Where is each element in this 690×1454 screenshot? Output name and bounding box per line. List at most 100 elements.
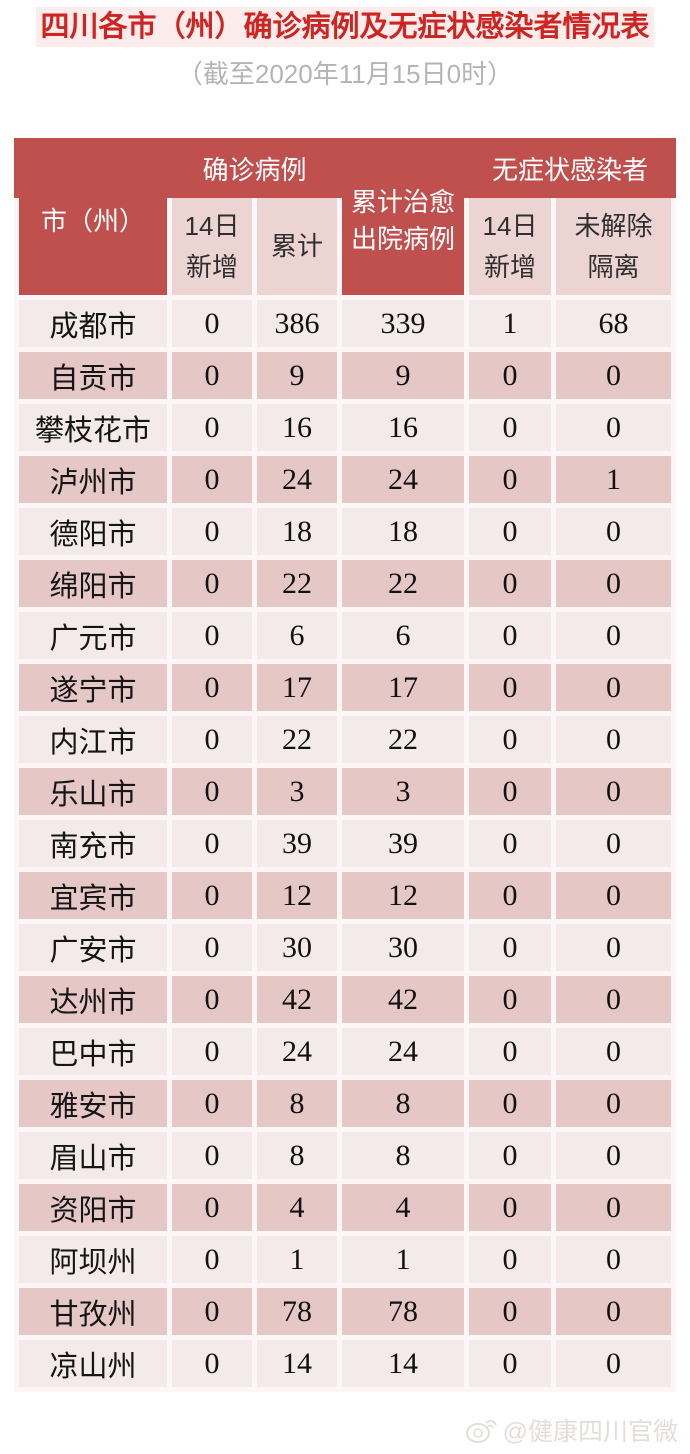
confirmed-cumulative-cell: 3 — [257, 768, 338, 815]
cured-cell: 22 — [342, 560, 465, 607]
confirmed-cumulative-cell: 386 — [257, 300, 338, 347]
table-row: 甘孜州 0 78 78 0 0 — [19, 1288, 672, 1335]
cured-cell: 42 — [342, 976, 465, 1023]
confirmed-new14-cell: 0 — [172, 456, 252, 503]
asym-new14-cell: 0 — [469, 1236, 552, 1283]
confirmed-cumulative-cell: 8 — [257, 1080, 338, 1127]
asym-new14-cell: 0 — [469, 872, 552, 919]
table-row: 乐山市 0 3 3 0 0 — [19, 768, 672, 815]
confirmed-cumulative-cell: 78 — [257, 1288, 338, 1335]
cured-cell: 8 — [342, 1080, 465, 1127]
asym-quarantine-cell: 0 — [556, 1184, 672, 1231]
confirmed-cumulative-cell: 8 — [257, 1132, 338, 1179]
header-asymptomatic-group: 无症状感染者 — [469, 143, 672, 193]
cured-cell: 30 — [342, 924, 465, 971]
cured-cell: 1 — [342, 1236, 465, 1283]
asym-quarantine-cell: 0 — [556, 1288, 672, 1335]
asym-new14-cell: 0 — [469, 508, 552, 555]
asym-new14-cell: 0 — [469, 612, 552, 659]
confirmed-cumulative-cell: 42 — [257, 976, 338, 1023]
page-title-text: 四川各市（州）确诊病例及无症状感染者情况表 — [36, 7, 654, 47]
confirmed-new14-cell: 0 — [172, 820, 252, 867]
confirmed-cumulative-cell: 30 — [257, 924, 338, 971]
confirmed-new14-cell: 0 — [172, 976, 252, 1023]
table-row: 南充市 0 39 39 0 0 — [19, 820, 672, 867]
asym-quarantine-cell: 0 — [556, 768, 672, 815]
city-cell: 攀枝花市 — [19, 404, 167, 451]
confirmed-cumulative-cell: 1 — [257, 1236, 338, 1283]
confirmed-cumulative-cell: 17 — [257, 664, 338, 711]
asym-quarantine-cell: 0 — [556, 872, 672, 919]
table-row: 攀枝花市 0 16 16 0 0 — [19, 404, 672, 451]
cured-cell: 3 — [342, 768, 465, 815]
confirmed-cumulative-cell: 39 — [257, 820, 338, 867]
city-cell: 乐山市 — [19, 768, 167, 815]
cured-cell: 14 — [342, 1340, 465, 1387]
confirmed-new14-cell: 0 — [172, 508, 252, 555]
city-cell: 宜宾市 — [19, 872, 167, 919]
table-row: 自贡市 0 9 9 0 0 — [19, 352, 672, 399]
cured-cell: 8 — [342, 1132, 465, 1179]
asym-quarantine-cell: 0 — [556, 716, 672, 763]
table-row: 德阳市 0 18 18 0 0 — [19, 508, 672, 555]
cured-cell: 339 — [342, 300, 465, 347]
asym-new14-cell: 0 — [469, 456, 552, 503]
city-cell: 阿坝州 — [19, 1236, 167, 1283]
asym-new14-cell: 0 — [469, 1028, 552, 1075]
asym-quarantine-cell: 0 — [556, 612, 672, 659]
confirmed-new14-cell: 0 — [172, 560, 252, 607]
asym-quarantine-cell: 1 — [556, 456, 672, 503]
watermark-text: @健康四川官微 — [502, 1418, 678, 1446]
asym-quarantine-cell: 0 — [556, 404, 672, 451]
asym-new14-cell: 0 — [469, 716, 552, 763]
cured-cell: 16 — [342, 404, 465, 451]
cured-cell: 4 — [342, 1184, 465, 1231]
page-title: 四川各市（州）确诊病例及无症状感染者情况表 — [0, 0, 690, 47]
cured-cell: 78 — [342, 1288, 465, 1335]
confirmed-new14-cell: 0 — [172, 1080, 252, 1127]
asym-new14-cell: 0 — [469, 560, 552, 607]
cured-cell: 24 — [342, 1028, 465, 1075]
confirmed-new14-cell: 0 — [172, 1132, 252, 1179]
confirmed-cumulative-cell: 18 — [257, 508, 338, 555]
confirmed-new14-cell: 0 — [172, 1236, 252, 1283]
city-cell: 德阳市 — [19, 508, 167, 555]
table-row: 内江市 0 22 22 0 0 — [19, 716, 672, 763]
table-row: 泸州市 0 24 24 0 1 — [19, 456, 672, 503]
cured-cell: 6 — [342, 612, 465, 659]
asym-new14-cell: 0 — [469, 1080, 552, 1127]
covid-table: 市（州） 确诊病例 累计治愈 出院病例 无症状感染者 14日 新增 累计 14日… — [14, 138, 676, 1392]
table-row: 绵阳市 0 22 22 0 0 — [19, 560, 672, 607]
header-cured: 累计治愈 出院病例 — [342, 143, 465, 295]
header-sub-row: 14日 新增 累计 14日 新增 未解除 隔离 — [19, 198, 672, 295]
city-cell: 巴中市 — [19, 1028, 167, 1075]
city-cell: 成都市 — [19, 300, 167, 347]
asym-quarantine-cell: 68 — [556, 300, 672, 347]
confirmed-new14-cell: 0 — [172, 1288, 252, 1335]
header-asym-new14: 14日 新增 — [469, 198, 552, 295]
header-asym-not-released: 未解除 隔离 — [556, 198, 672, 295]
header-confirmed-cumulative: 累计 — [257, 198, 338, 295]
city-cell: 自贡市 — [19, 352, 167, 399]
cured-cell: 12 — [342, 872, 465, 919]
weibo-icon — [465, 1419, 497, 1443]
confirmed-new14-cell: 0 — [172, 352, 252, 399]
confirmed-new14-cell: 0 — [172, 1028, 252, 1075]
asym-quarantine-cell: 0 — [556, 1340, 672, 1387]
city-cell: 雅安市 — [19, 1080, 167, 1127]
city-cell: 广安市 — [19, 924, 167, 971]
confirmed-new14-cell: 0 — [172, 924, 252, 971]
confirmed-cumulative-cell: 16 — [257, 404, 338, 451]
asym-new14-cell: 1 — [469, 300, 552, 347]
cured-cell: 22 — [342, 716, 465, 763]
confirmed-new14-cell: 0 — [172, 300, 252, 347]
city-cell: 眉山市 — [19, 1132, 167, 1179]
city-cell: 广元市 — [19, 612, 167, 659]
confirmed-cumulative-cell: 9 — [257, 352, 338, 399]
table-row: 凉山州 0 14 14 0 0 — [19, 1340, 672, 1387]
asym-quarantine-cell: 0 — [556, 820, 672, 867]
city-cell: 内江市 — [19, 716, 167, 763]
table-row: 达州市 0 42 42 0 0 — [19, 976, 672, 1023]
city-cell: 资阳市 — [19, 1184, 167, 1231]
